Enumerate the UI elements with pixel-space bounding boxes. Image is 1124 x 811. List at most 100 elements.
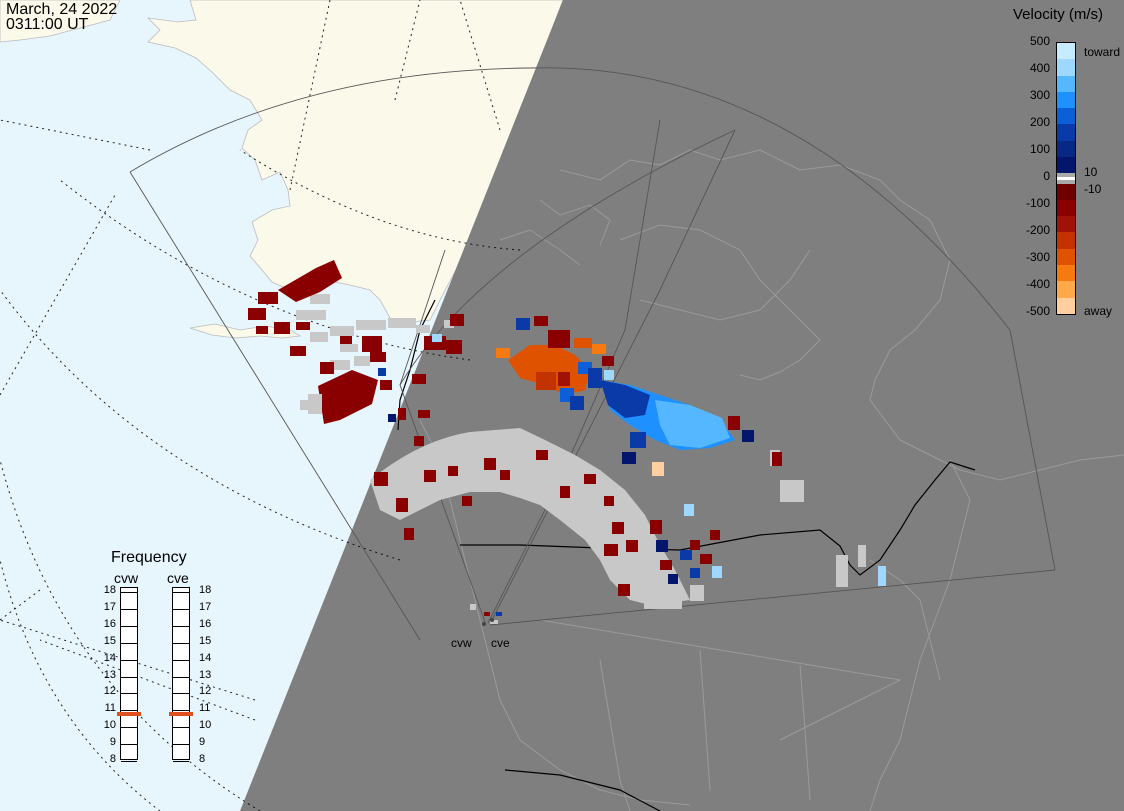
velocity-color-segment bbox=[1057, 183, 1075, 200]
frequency-gridline bbox=[121, 761, 137, 762]
band-blue-speckles bbox=[656, 540, 886, 586]
frequency-tick-label: 11 bbox=[104, 702, 116, 715]
frequency-gridline bbox=[173, 693, 189, 695]
frequency-gridline bbox=[173, 608, 189, 610]
radar-site-label-cve: cve bbox=[491, 636, 510, 650]
frequency-gridline bbox=[173, 642, 189, 644]
frequency-tick-label: 15 bbox=[199, 634, 212, 647]
velocity-toward-label: toward bbox=[1084, 45, 1121, 59]
frequency-radar-label-cvw: cvw bbox=[114, 570, 139, 586]
blue-cluster bbox=[600, 380, 782, 516]
frequency-gridline bbox=[173, 727, 189, 729]
frequency-gridline bbox=[173, 659, 189, 661]
frequency-tick-label: 13 bbox=[199, 668, 212, 681]
frequency-gridline bbox=[121, 625, 137, 627]
frequency-gridline bbox=[173, 676, 189, 678]
frequency-tick-label: 18 bbox=[103, 584, 116, 596]
frequency-tick-label: 10 bbox=[199, 719, 212, 732]
velocity-tick: 400 bbox=[1029, 61, 1050, 75]
alaska-gray-scatter bbox=[296, 310, 358, 414]
graticule bbox=[0, 0, 521, 811]
frequency-title: Frequency bbox=[111, 549, 187, 566]
frequency-tick-label: 8 bbox=[109, 753, 116, 765]
frequency-gridline bbox=[121, 693, 137, 695]
velocity-tick: -300 bbox=[1025, 250, 1050, 264]
velocity-zero-segment bbox=[1057, 176, 1075, 180]
velocity-tick: -500 bbox=[1025, 304, 1050, 318]
frequency-gridline bbox=[121, 642, 137, 644]
velocity-color-segment bbox=[1057, 108, 1075, 125]
velocity-away-label: away bbox=[1084, 304, 1113, 318]
alaska-blue-scatter bbox=[378, 334, 442, 422]
frequency-tick-label: 9 bbox=[109, 736, 116, 749]
velocity-scale-title: Velocity (m/s) bbox=[1013, 6, 1104, 23]
velocity-color-segment bbox=[1057, 43, 1075, 60]
velocity-color-segment bbox=[1057, 281, 1075, 298]
frequency-tick-label: 15 bbox=[103, 634, 116, 647]
velocity-color-segment bbox=[1057, 199, 1075, 217]
frequency-tick-label: 14 bbox=[103, 651, 116, 664]
orange-cluster bbox=[496, 316, 614, 410]
frequency-gridline bbox=[121, 659, 137, 661]
frequency-gridline bbox=[121, 710, 137, 712]
velocity-colorbar bbox=[1056, 42, 1076, 315]
velocity-tick: 10 bbox=[1084, 165, 1098, 179]
velocity-color-segment bbox=[1057, 91, 1075, 108]
velocity-color-segment bbox=[1057, 232, 1075, 249]
frequency-tick-label: 16 bbox=[199, 617, 212, 630]
velocity-color-segment bbox=[1057, 265, 1075, 282]
velocity-color-segment bbox=[1057, 156, 1075, 173]
velocity-tick: 100 bbox=[1029, 142, 1050, 156]
velocity-tick: -400 bbox=[1025, 277, 1050, 291]
velocity-color-segment bbox=[1057, 297, 1075, 314]
velocity-tick: -10 bbox=[1084, 182, 1102, 196]
frequency-tick-label: 10 bbox=[103, 719, 116, 732]
frequency-tick-label: 18 bbox=[199, 584, 212, 596]
velocity-tick: 0 bbox=[1043, 169, 1050, 183]
frequency-bar-cve bbox=[169, 587, 193, 762]
frequency-gridline bbox=[173, 761, 189, 762]
frequency-radar-label-cve: cve bbox=[167, 570, 189, 586]
frequency-tick-label: 13 bbox=[103, 668, 116, 681]
frequency-bar-cvw bbox=[117, 587, 141, 762]
velocity-zero-segment bbox=[1057, 180, 1075, 184]
velocity-color-segment bbox=[1057, 124, 1075, 141]
frequency-gridline bbox=[173, 625, 189, 627]
velocity-color-segment bbox=[1057, 216, 1075, 233]
radar-site-markers bbox=[482, 618, 494, 626]
frequency-gridline bbox=[173, 592, 189, 593]
velocity-zero-segment bbox=[1057, 173, 1075, 177]
frequency-tick-label: 12 bbox=[103, 685, 116, 698]
band-red-speckles bbox=[374, 436, 720, 596]
velocity-color-segment bbox=[1057, 75, 1075, 92]
frequency-gridline bbox=[121, 676, 137, 678]
alaska-scatter bbox=[248, 260, 464, 424]
velocity-color-segment bbox=[1057, 248, 1075, 266]
frequency-marker bbox=[117, 711, 141, 716]
velocity-color-segment bbox=[1057, 59, 1075, 76]
frequency-tick-label: 17 bbox=[199, 600, 212, 613]
velocity-tick: 300 bbox=[1029, 88, 1050, 102]
frequency-gridline bbox=[173, 744, 189, 746]
frequency-gridline bbox=[173, 710, 189, 712]
frequency-tick-label: 11 bbox=[199, 702, 211, 715]
frequency-tick-label: 16 bbox=[103, 617, 116, 630]
timestamp-date: March, 24 2022 bbox=[6, 1, 118, 18]
frequency-tick-label: 9 bbox=[199, 736, 206, 749]
frequency-gridline bbox=[121, 592, 137, 593]
near-radar-gates bbox=[470, 604, 502, 624]
frequency-tick-label: 14 bbox=[199, 651, 212, 664]
frequency-tick-label: 12 bbox=[199, 685, 212, 698]
frequency-tick-label: 8 bbox=[199, 753, 206, 765]
velocity-tick: 200 bbox=[1029, 115, 1050, 129]
radar-fov bbox=[129, 67, 1056, 641]
frequency-gridline bbox=[121, 727, 137, 729]
frequency-marker bbox=[169, 711, 193, 716]
frequency-gridline bbox=[121, 744, 137, 746]
velocity-tick: -200 bbox=[1025, 223, 1050, 237]
velocity-color-segment bbox=[1057, 140, 1075, 157]
radar-site-label-cvw: cvw bbox=[451, 636, 472, 650]
timestamp-time: 0311:00 UT bbox=[6, 16, 89, 33]
velocity-tick: -100 bbox=[1025, 196, 1050, 210]
